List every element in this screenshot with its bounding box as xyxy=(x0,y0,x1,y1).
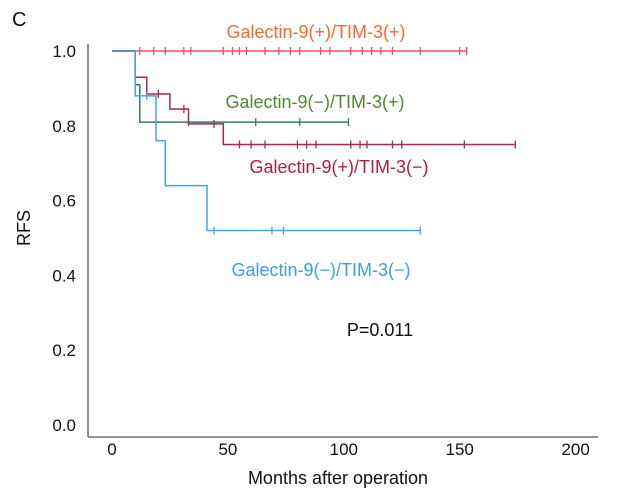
series-label-gal9neg-tim3pos: Galectin-9(−)/TIM-3(+) xyxy=(225,92,404,112)
y-tick-label: 0.4 xyxy=(52,266,76,285)
series-group xyxy=(112,47,468,55)
survival-line xyxy=(112,50,421,232)
panel-letter: C xyxy=(12,9,26,31)
x-ticks: 0 50 100 150 200 xyxy=(107,440,590,459)
series-label-gal9neg-tim3neg: Galectin-9(−)/TIM-3(−) xyxy=(231,260,410,280)
p-value-annotation: P=0.011 xyxy=(347,320,413,340)
y-ticks: 0.0 0.2 0.4 0.6 0.8 1.0 xyxy=(52,42,76,435)
x-tick-label: 50 xyxy=(218,440,237,459)
y-tick-label: 0.0 xyxy=(52,416,76,435)
y-tick-label: 1.0 xyxy=(52,42,76,61)
series-label-gal9pos-tim3pos: Galectin-9(+)/TIM-3(+) xyxy=(226,22,405,42)
y-tick-label: 0.6 xyxy=(52,192,76,211)
series-label-gal9pos-tim3neg: Galectin-9(+)/TIM-3(−) xyxy=(249,157,428,177)
x-tick-label: 0 xyxy=(107,440,116,459)
y-axis-label: RFS xyxy=(14,210,34,246)
x-tick-label: 200 xyxy=(561,440,589,459)
panel-label: C xyxy=(12,9,26,31)
survival-curves xyxy=(112,47,516,235)
x-tick-label: 100 xyxy=(330,440,358,459)
series-labels: Galectin-9(+)/TIM-3(+) Galectin-9(−)/TIM… xyxy=(225,22,428,280)
y-tick-label: 0.2 xyxy=(52,341,76,360)
axes xyxy=(87,44,598,438)
x-axis-label: Months after operation xyxy=(248,468,428,488)
y-tick-label: 0.8 xyxy=(52,117,76,136)
x-tick-label: 150 xyxy=(446,440,474,459)
series-group xyxy=(112,50,421,235)
